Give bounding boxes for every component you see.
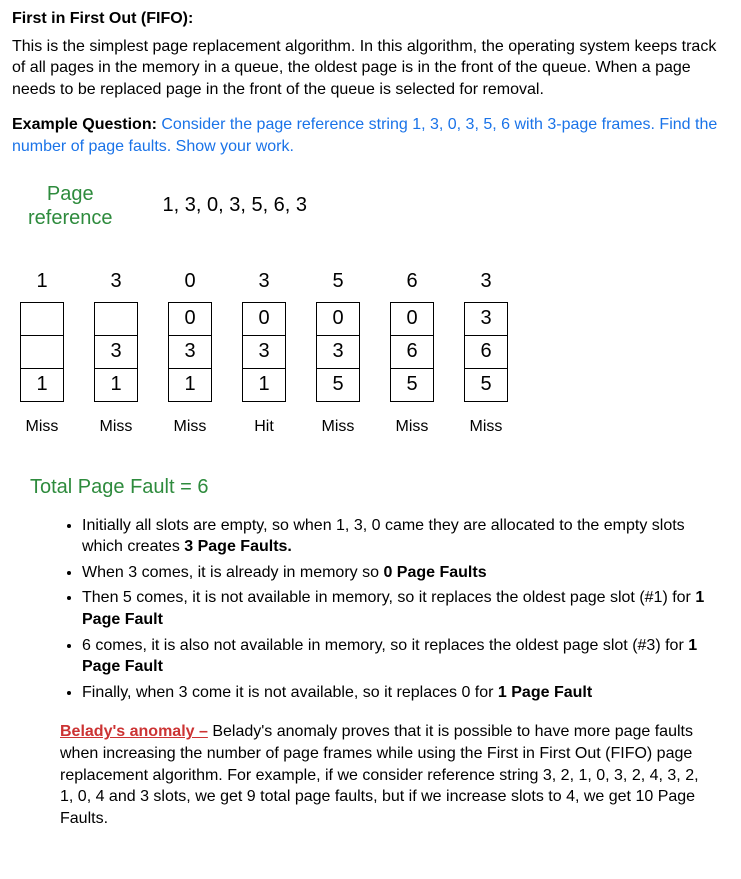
frame-column: 5035Miss [314, 270, 362, 436]
frame-stack: 31 [94, 302, 138, 402]
explanation-bold: 3 Page Faults. [184, 538, 292, 555]
explanation-text: Then 5 comes, it is not available in mem… [82, 589, 695, 606]
example-label: Example Question: [12, 116, 157, 133]
hit-miss-label: Miss [470, 418, 503, 436]
frame-cell: 1 [20, 368, 64, 402]
frame-cell: 5 [464, 368, 508, 402]
frame-cell: 3 [168, 335, 212, 369]
frame-column: 331Miss [92, 270, 140, 436]
fifo-title: First in First Out (FIFO): [12, 8, 729, 30]
fifo-title-text: First in First Out (FIFO): [12, 10, 193, 27]
frame-cell: 6 [390, 335, 434, 369]
explanation-text: Initially all slots are empty, so when 1… [82, 517, 685, 556]
explanation-item: Finally, when 3 come it is not available… [82, 682, 729, 704]
frame-cell [94, 302, 138, 336]
explanation-list: Initially all slots are empty, so when 1… [12, 515, 729, 704]
frame-cell [20, 302, 64, 336]
frame-column: 0031Miss [166, 270, 214, 436]
frame-stack: 031 [168, 302, 212, 402]
page-reference-label: Page reference [28, 182, 113, 230]
frame-header: 1 [36, 270, 47, 294]
frame-cell [20, 335, 64, 369]
explanation-text: When 3 comes, it is already in memory so [82, 564, 383, 581]
frame-stack: 065 [390, 302, 434, 402]
frame-column: 3365Miss [462, 270, 510, 436]
fifo-description: This is the simplest page replacement al… [12, 36, 729, 101]
explanation-text: Finally, when 3 come it is not available… [82, 684, 498, 701]
frame-header: 0 [184, 270, 195, 294]
frame-header: 6 [406, 270, 417, 294]
frame-stack: 035 [316, 302, 360, 402]
frame-column: 1 1 Miss [18, 270, 66, 436]
belady-title: Belady's anomaly – [60, 723, 208, 740]
explanation-text: 6 comes, it is also not available in mem… [82, 637, 688, 654]
frame-cell: 0 [390, 302, 434, 336]
frame-header: 3 [258, 270, 269, 294]
frame-cell: 3 [464, 302, 508, 336]
hit-miss-label: Miss [174, 418, 207, 436]
frame-diagram: 11Miss331Miss0031Miss3031Hit5035Miss6065… [18, 270, 729, 436]
explanation-item: Then 5 comes, it is not available in mem… [82, 587, 729, 630]
hit-miss-label: Hit [254, 418, 274, 436]
frame-stack: 1 [20, 302, 64, 402]
page-label-1: Page [28, 182, 113, 206]
frame-column: 3031Hit [240, 270, 288, 436]
explanation-bold: 1 Page Fault [498, 684, 592, 701]
hit-miss-label: Miss [26, 418, 59, 436]
explanation-bold: 0 Page Faults [383, 564, 486, 581]
page-reference-string: 1, 3, 0, 3, 5, 6, 3 [163, 194, 308, 217]
frame-cell: 0 [316, 302, 360, 336]
page-label-2: reference [28, 206, 113, 230]
frame-cell: 5 [390, 368, 434, 402]
frame-header: 3 [480, 270, 491, 294]
explanation-item: When 3 comes, it is already in memory so… [82, 562, 729, 584]
frame-cell: 1 [242, 368, 286, 402]
frame-column: 6065Miss [388, 270, 436, 436]
frame-cell: 3 [242, 335, 286, 369]
frame-header: 3 [110, 270, 121, 294]
frame-cell: 6 [464, 335, 508, 369]
frame-cell: 5 [316, 368, 360, 402]
frame-cell: 0 [168, 302, 212, 336]
frame-cell: 1 [168, 368, 212, 402]
hit-miss-label: Miss [396, 418, 429, 436]
page-reference-block: Page reference 1, 3, 0, 3, 5, 6, 3 [12, 182, 729, 230]
hit-miss-label: Miss [322, 418, 355, 436]
frame-stack: 031 [242, 302, 286, 402]
frame-stack: 365 [464, 302, 508, 402]
frame-cell: 3 [316, 335, 360, 369]
belady-block: Belady's anomaly – Belady's anomaly prov… [60, 721, 700, 829]
explanation-item: Initially all slots are empty, so when 1… [82, 515, 729, 558]
hit-miss-label: Miss [100, 418, 133, 436]
example-question-line: Example Question: Consider the page refe… [12, 114, 729, 157]
frame-cell: 1 [94, 368, 138, 402]
frame-header: 5 [332, 270, 343, 294]
total-page-fault: Total Page Fault = 6 [30, 476, 729, 499]
explanation-item: 6 comes, it is also not available in mem… [82, 635, 729, 678]
frame-cell: 3 [94, 335, 138, 369]
frame-cell: 0 [242, 302, 286, 336]
